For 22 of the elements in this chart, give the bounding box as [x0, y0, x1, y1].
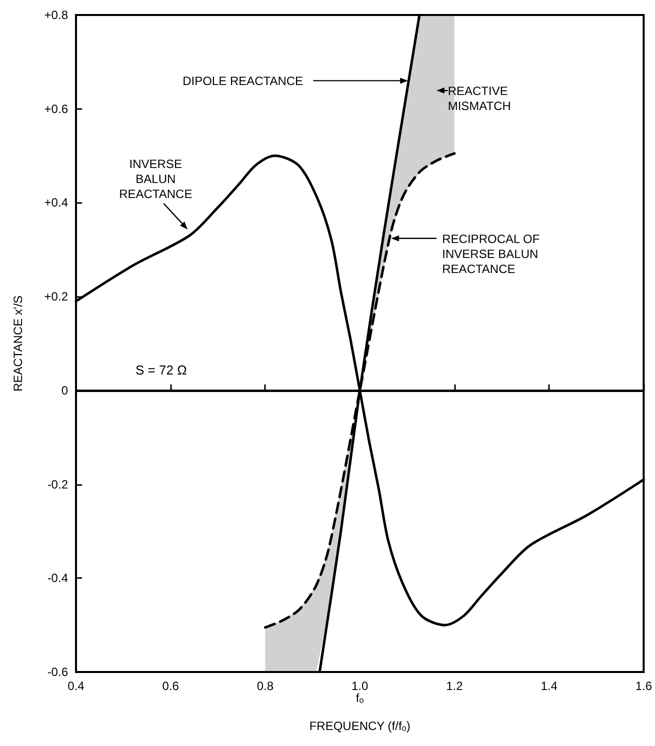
x-tick-label: 1.6	[635, 679, 652, 693]
y-tick-label: +0.2	[44, 290, 68, 304]
x-tick-label: 1.4	[540, 679, 558, 693]
y-tick-label: +0.8	[44, 8, 68, 22]
annotation: REACTIVE MISMATCH	[448, 84, 511, 114]
x-tick-label: 1.0 fₒ	[351, 679, 368, 705]
y-tick-label: +0.6	[44, 102, 68, 116]
y-tick-label: -0.4	[47, 571, 68, 586]
annotation: S = 72 Ω	[136, 362, 188, 378]
x-tick-label: 0.6	[162, 679, 180, 693]
y-tick-label: 0	[61, 383, 68, 398]
y-tick-label: +0.4	[44, 196, 68, 210]
annotation: DIPOLE REACTANCE	[182, 74, 304, 88]
x-tick-label: 0.4	[68, 679, 85, 693]
x-tick-label: 1.2	[446, 679, 464, 693]
y-tick-label: -0.6	[47, 665, 68, 679]
x-tick-label: 0.8	[256, 679, 274, 693]
y-tick-label: -0.2	[47, 477, 68, 492]
annotation: RECIPROCAL OF INVERSE BALUN REACTANCE	[442, 232, 540, 276]
annotation: INVERSE BALUN REACTANCE	[119, 156, 192, 201]
y-axis-title: REACTANCE x'/S	[11, 295, 25, 392]
x-axis-title: FREQUENCY (f/fₒ)	[309, 719, 410, 733]
